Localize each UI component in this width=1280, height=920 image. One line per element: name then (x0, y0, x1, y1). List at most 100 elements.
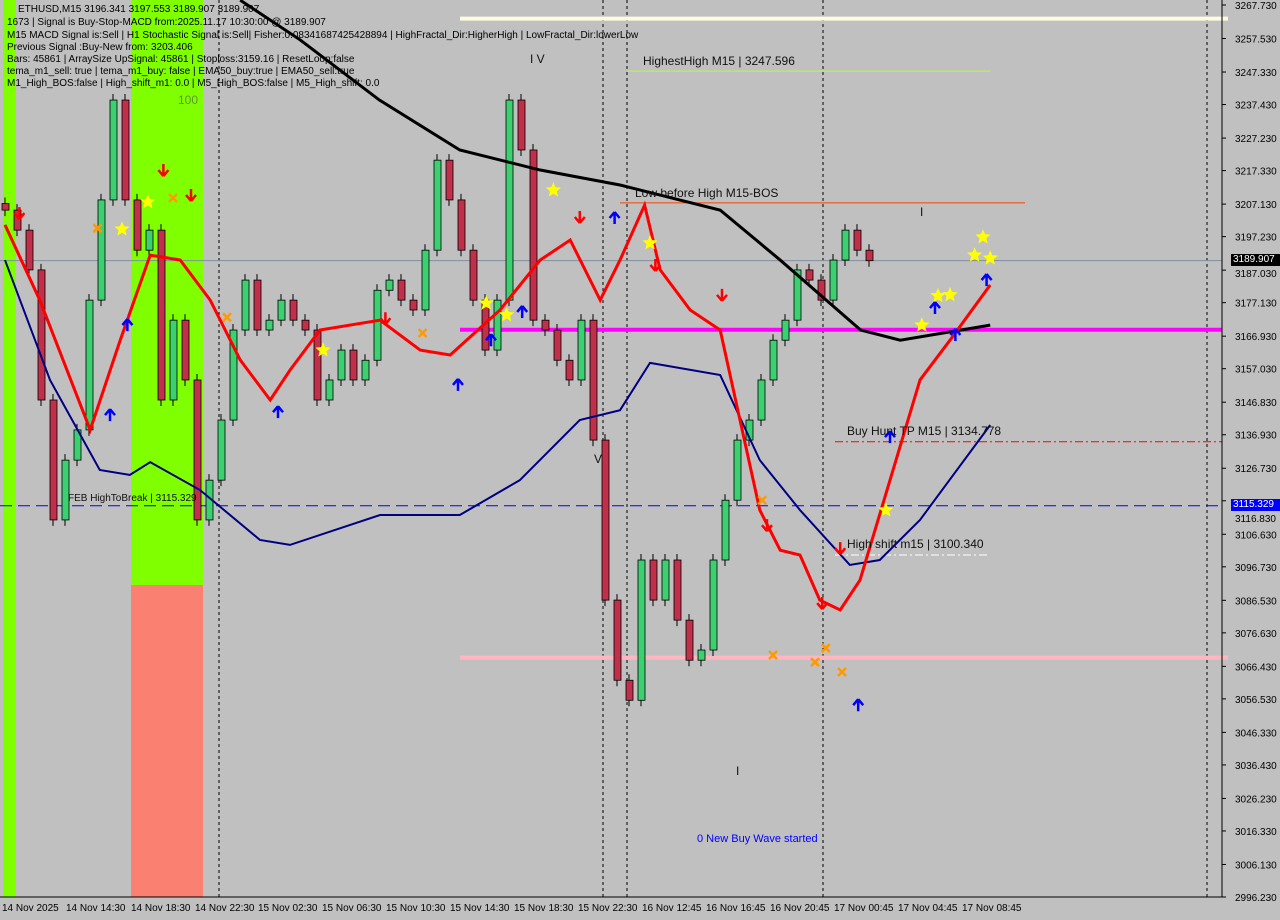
cross-icon (810, 657, 820, 668)
candle (637, 559, 646, 701)
time-tick-label: 14 Nov 18:30 (131, 903, 191, 914)
time-tick-label: 15 Nov 06:30 (322, 903, 382, 914)
line-ma-long (239, 0, 991, 342)
buy-hunt-tp-label: Buy Hunt TP M15 | 3134.778 (847, 424, 1002, 438)
candle (325, 379, 334, 401)
candle (265, 319, 274, 331)
candle (61, 459, 70, 521)
green-zone (131, 0, 203, 585)
candle (529, 149, 538, 321)
candle (757, 379, 766, 421)
candle (241, 279, 250, 331)
vertical-separators (218, 0, 1208, 897)
candle (793, 269, 802, 321)
price-tick-label: 3066.430 (1235, 662, 1277, 673)
candle (517, 99, 526, 151)
star-icon (942, 286, 958, 302)
info-line: M15 MACD Signal is:Sell | H1 Stochastic … (7, 30, 639, 41)
candle (721, 499, 730, 561)
candle (733, 439, 742, 501)
star-icon (975, 229, 991, 244)
indicator-lines (3, 0, 992, 612)
symbol-line: ETHUSD,M15 3196.341 3197.553 3189.907 31… (18, 4, 260, 15)
time-tick-label: 15 Nov 10:30 (386, 903, 446, 914)
cross-icon (168, 193, 178, 203)
star-icon (315, 342, 331, 357)
candle (505, 99, 514, 301)
arrow-up-icon (980, 273, 993, 287)
candle (625, 679, 634, 701)
price-tick-label: 3076.630 (1235, 629, 1277, 640)
price-tick-label: 3166.930 (1235, 332, 1277, 343)
price-tick-label: 3227.230 (1235, 134, 1277, 145)
info-line: Bars: 45861 | ArraySize UpSignal: 45861 … (7, 54, 355, 65)
candle (469, 249, 478, 301)
cross-icon (820, 643, 831, 653)
candle (457, 199, 466, 251)
arrow-down-icon (834, 542, 847, 555)
time-tick-label: 16 Nov 20:45 (770, 903, 830, 914)
arrow-down-icon (13, 207, 26, 220)
candle (385, 279, 394, 291)
arrow-up-icon (608, 211, 621, 224)
candle (541, 319, 550, 331)
time-tick-label: 15 Nov 18:30 (514, 903, 574, 914)
candle (493, 299, 502, 351)
candle (97, 199, 106, 301)
info-line: M1_High_BOS:false | High_shift_m1: 0.0 |… (7, 78, 380, 89)
price-tick-label: 3257.530 (1235, 35, 1277, 46)
candle (133, 199, 142, 251)
candle (805, 269, 814, 281)
candle (349, 349, 358, 381)
price-tick-label: 3267.730 (1235, 1, 1277, 12)
price-tick-label: 3126.730 (1235, 464, 1277, 475)
price-tick-label: 3197.230 (1235, 233, 1277, 244)
candle (781, 319, 790, 341)
arrow-up-icon (121, 318, 134, 332)
star-icon (878, 502, 894, 517)
candle (865, 249, 874, 262)
candle (601, 439, 610, 601)
wave-iv-label: I V (530, 52, 545, 66)
candle (433, 159, 442, 251)
arrow-up-icon (272, 405, 284, 419)
candle (841, 229, 850, 261)
star-icon (140, 193, 156, 209)
candle (25, 229, 34, 271)
time-tick-label: 16 Nov 12:45 (642, 903, 702, 914)
price-tick-label: 3247.330 (1235, 68, 1277, 79)
candle (217, 419, 226, 481)
cross-icon (417, 328, 428, 338)
price-tick-label: 3096.730 (1235, 563, 1277, 574)
price-tick-label: 3116.830 (1235, 514, 1276, 525)
price-tick-label: 3187.030 (1235, 269, 1277, 280)
candle (817, 279, 826, 301)
arrow-up-icon (485, 333, 497, 347)
candle (769, 339, 778, 381)
arrow-down-icon (379, 312, 392, 326)
cross-icon (92, 223, 103, 234)
cross-icon (757, 495, 768, 506)
cross-icon (222, 312, 232, 323)
candle (673, 559, 682, 621)
arrow-down-icon (716, 288, 728, 302)
candle (121, 99, 130, 201)
candle (301, 319, 310, 331)
candle (589, 319, 598, 441)
price-tick-label: 3086.530 (1235, 596, 1277, 607)
price-tick-label: 2996.230 (1235, 893, 1277, 904)
arrow-up-icon (516, 305, 529, 318)
candle (337, 349, 346, 381)
time-tick-label: 16 Nov 16:45 (706, 903, 766, 914)
price-tick-label: 3217.330 (1235, 167, 1277, 178)
highest-high-label: HighestHigh M15 | 3247.596 (643, 54, 795, 68)
info-line: 1673 | Signal is Buy-Stop-MACD from:2025… (7, 17, 326, 28)
low-before-high-label: Low before High M15-BOS (635, 186, 779, 200)
arrow-down-icon (649, 258, 662, 272)
candle (853, 229, 862, 251)
arrow-down-icon (573, 211, 586, 224)
candle (397, 279, 406, 301)
green-zone-left (3, 0, 16, 897)
price-tick-label: 3036.430 (1235, 761, 1277, 772)
